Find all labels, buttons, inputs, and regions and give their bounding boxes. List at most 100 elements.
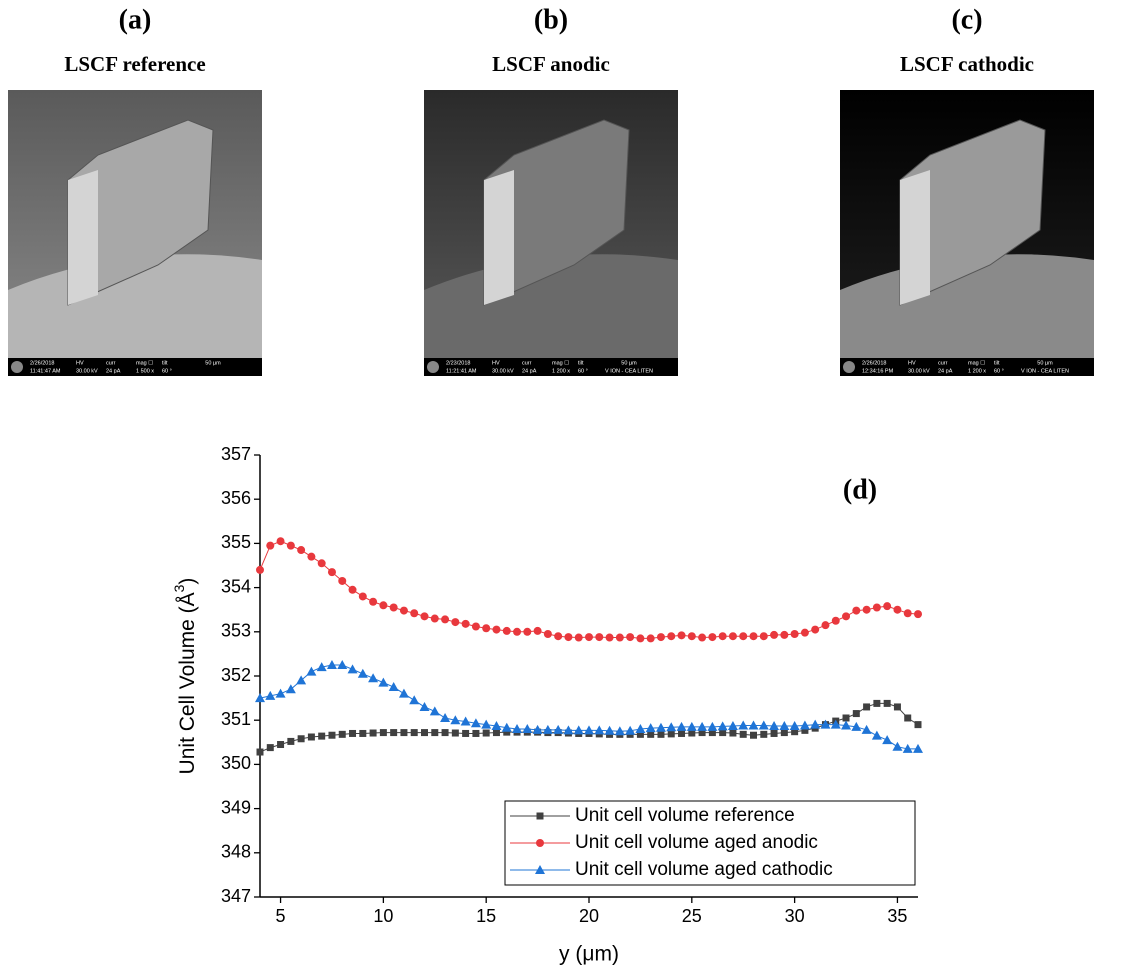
marker <box>739 730 747 738</box>
marker <box>656 633 665 642</box>
marker <box>677 631 686 640</box>
info-text: 11:41:47 AM <box>30 368 61 374</box>
marker <box>698 633 707 642</box>
marker <box>276 537 285 546</box>
marker <box>317 559 326 568</box>
marker <box>729 729 737 737</box>
marker <box>636 730 644 738</box>
marker <box>390 729 398 737</box>
marker <box>749 632 758 641</box>
marker <box>398 688 409 698</box>
marker <box>441 729 449 737</box>
marker <box>841 720 852 730</box>
marker <box>625 725 636 735</box>
legend-box <box>504 800 916 886</box>
marker <box>748 720 759 730</box>
y-tick-label: 348 <box>221 842 251 862</box>
marker <box>738 720 749 730</box>
info-text: 1 500 x <box>136 368 154 374</box>
info-text: 50 µm <box>205 360 221 366</box>
marker <box>758 720 769 730</box>
panel-title: LSCF cathodic <box>900 52 1034 76</box>
x-tick-label: 5 <box>276 906 286 926</box>
info-text: curr <box>522 360 532 366</box>
marker <box>409 695 420 705</box>
y-tick-label: 352 <box>221 665 251 685</box>
marker <box>914 610 922 619</box>
marker <box>851 721 862 731</box>
marker <box>399 606 408 615</box>
marker <box>604 725 615 735</box>
info-text: 50 µm <box>1037 360 1053 366</box>
marker <box>893 605 902 614</box>
marker <box>441 615 450 624</box>
marker <box>759 632 768 641</box>
info-logo <box>11 361 23 373</box>
y-tick-label: 350 <box>221 753 251 773</box>
marker <box>667 632 676 641</box>
info-logo <box>427 361 439 373</box>
marker <box>450 715 461 725</box>
marker <box>852 710 860 718</box>
y-axis-title-part: ) <box>176 578 199 585</box>
info-text: 30.00 kV <box>492 368 514 374</box>
info-text: V ION - CEA LITEN <box>1021 368 1069 374</box>
marker <box>431 729 439 737</box>
marker <box>338 576 347 585</box>
marker <box>750 731 757 739</box>
marker <box>277 741 285 749</box>
info-text: HV <box>908 360 916 366</box>
marker <box>400 729 408 737</box>
marker <box>379 729 387 737</box>
marker <box>799 720 810 730</box>
marker <box>727 720 738 730</box>
panel-label: (b) <box>534 4 568 35</box>
marker <box>420 612 429 621</box>
x-tick-label: 15 <box>476 906 496 926</box>
marker <box>296 675 307 685</box>
marker <box>872 603 881 612</box>
info-text: tilt <box>578 360 584 366</box>
marker <box>316 662 327 672</box>
marker <box>893 703 901 711</box>
marker <box>419 701 430 711</box>
marker <box>811 625 820 634</box>
marker <box>717 721 728 731</box>
marker <box>389 603 398 612</box>
marker <box>421 729 428 737</box>
y-tick-label: 355 <box>221 532 251 552</box>
marker <box>635 724 646 734</box>
marker <box>780 630 789 639</box>
marker <box>626 633 635 642</box>
marker <box>512 724 523 734</box>
panel-label: (a) <box>119 4 152 35</box>
marker <box>686 721 697 731</box>
marker <box>327 568 336 577</box>
marker <box>914 721 922 729</box>
marker <box>337 659 348 669</box>
info-text: 12:34:16 PM <box>862 368 894 374</box>
marker <box>318 732 326 740</box>
y-axis-title-part: Unit Cell Volume (Å <box>176 592 199 774</box>
x-tick-label: 30 <box>785 906 805 926</box>
marker <box>770 729 778 737</box>
x-axis-title: y (μm) <box>559 943 619 966</box>
marker <box>451 618 460 627</box>
info-logo <box>843 361 855 373</box>
marker <box>831 616 840 625</box>
marker <box>491 720 502 730</box>
marker <box>255 693 265 703</box>
marker <box>594 725 605 735</box>
marker <box>513 627 522 636</box>
marker <box>647 730 655 738</box>
info-text: 2/26/2018 <box>862 360 886 366</box>
marker <box>585 633 593 642</box>
marker <box>306 666 317 676</box>
marker <box>430 614 439 623</box>
marker <box>791 728 799 736</box>
marker <box>698 729 706 737</box>
panel-label: (c) <box>951 4 982 35</box>
info-text: 2/26/2018 <box>30 360 54 366</box>
marker <box>800 628 809 637</box>
